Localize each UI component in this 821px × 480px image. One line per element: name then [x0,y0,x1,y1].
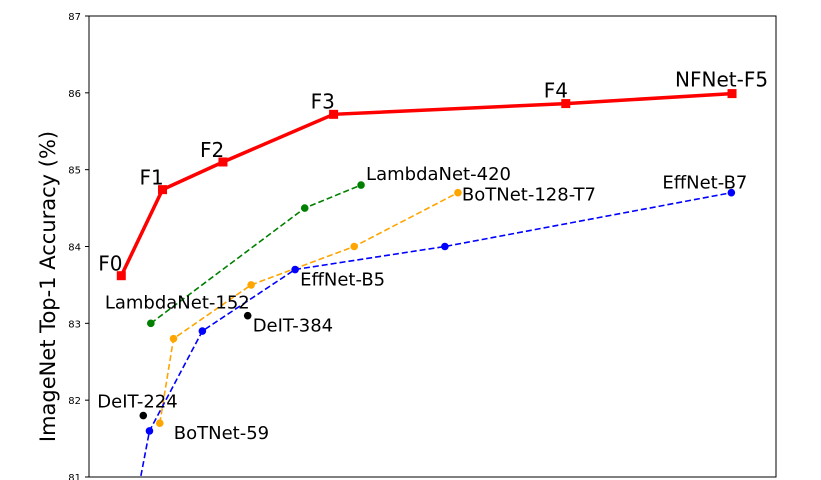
data-point [300,204,309,212]
data-point [561,99,571,109]
data-point [329,109,339,119]
y-tick-label: 81 [68,473,81,480]
data-point [218,157,228,167]
series-line [119,91,733,277]
data-label: F3 [311,89,335,113]
data-label: BoTNet-128-T7 [462,185,596,206]
y-tick-label: 83 [68,319,81,330]
y-tick-label: 86 [68,89,81,100]
data-label: EffNet-B5 [300,270,385,291]
y-tick-label: 82 [68,396,81,407]
data-label: F1 [140,166,164,190]
data-label: DeIT-224 [97,392,177,413]
data-point [454,188,462,197]
data-point [116,271,126,281]
point-labels: F0 F1 F2 F3 F4 NFNet-F5 LambdaNet-152 LambdaNet… [97,68,768,445]
series-botnet [155,188,462,428]
series-lambdanet [147,181,365,328]
y-tick-label: 85 [68,166,81,177]
data-label: F2 [200,138,224,162]
data-point [727,188,736,197]
data-point [441,242,449,251]
series-nfnet [116,89,737,281]
data-label: F4 [544,79,568,103]
data-point [727,89,737,99]
data-label: BoTNet-59 [174,423,269,444]
data-point [139,411,148,420]
data-label: LambdaNet-420 [366,164,511,185]
data-point [158,185,168,195]
data-point [155,419,164,428]
series-layer [116,89,737,477]
y-tick-label: 87 [68,12,81,23]
data-point [357,181,365,189]
data-point [247,281,255,289]
series-line [139,191,732,477]
data-point [291,265,299,274]
plot-frame [88,15,777,478]
data-point [243,311,252,320]
series-effnet [139,188,736,477]
data-point [198,327,207,335]
data-label: LambdaNet-152 [105,292,250,313]
data-point [350,242,358,251]
data-point [169,334,178,343]
data-point [145,427,154,435]
data-label: NFNet-F5 [675,68,768,92]
y-axis-label: ImageNet Top-1 Accuracy (%) [36,131,60,442]
y-tick-label: 84 [68,243,81,254]
axes: 81 82 83 84 85 86 87 ImageNet Top-1 Accuracy (%… [36,12,777,480]
data-label: DeIT-384 [253,316,333,337]
data-label: F0 [98,252,122,276]
series-deit [139,311,252,420]
data-point [147,319,155,328]
data-label: EffNet-B7 [662,173,747,194]
